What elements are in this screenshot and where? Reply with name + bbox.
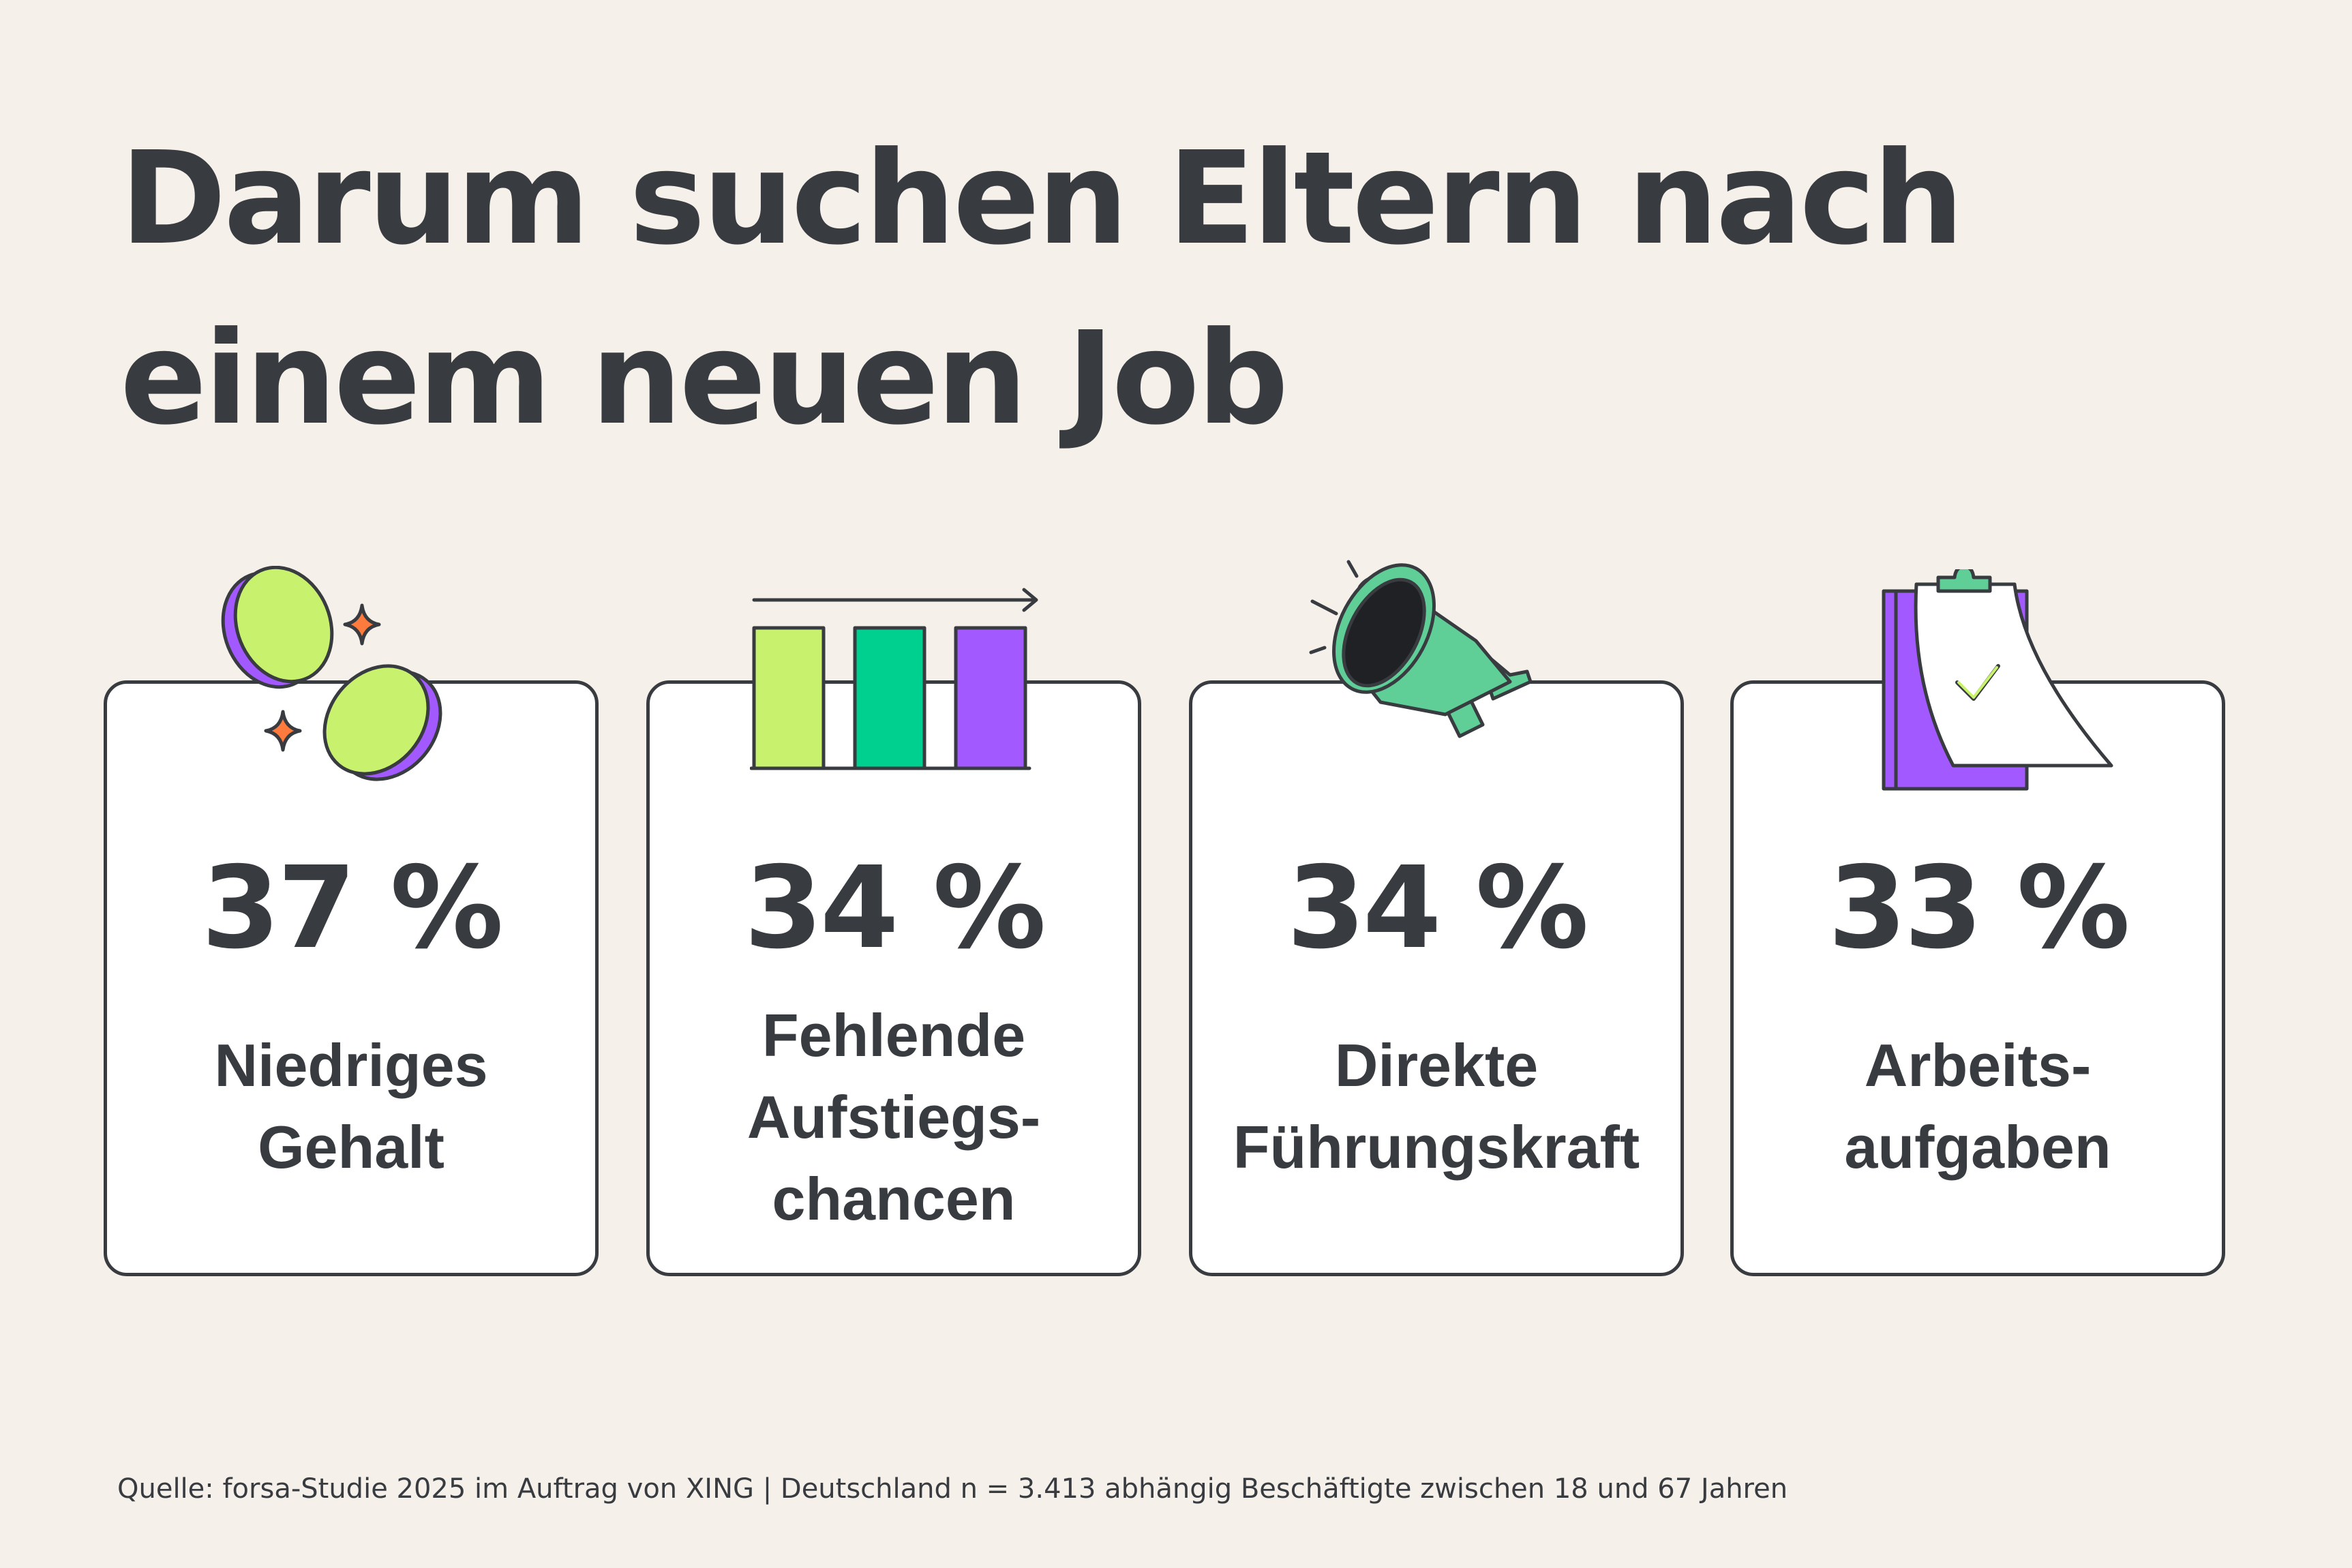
stat-label-line: Gehalt [258,1113,444,1181]
stat-label-line: Direkte [1334,1031,1539,1099]
title-line-2: einem neuen Job [120,304,1288,453]
bar-chart-icon [749,583,1043,774]
page-title: Darum suchen Eltern nach einem neuen Job [120,109,2097,469]
stat-label: Niedriges Gehalt [107,1025,595,1188]
stat-card-career: 34 % Fehlende Aufstiegs- chancen [646,680,1141,1276]
megaphone-icon [1306,559,1551,777]
title-line-1: Darum suchen Eltern nach [120,124,1964,273]
stat-value: 34 % [1286,843,1588,974]
stat-label-line: chancen [772,1165,1016,1233]
coins-icon [218,565,443,784]
stat-label-line: Niedriges [214,1031,488,1099]
source-note: Quelle: forsa-Studie 2025 im Auftrag von… [117,1473,1788,1505]
stat-value: 37 % [201,843,503,974]
stat-label: Fehlende Aufstiegs- chancen [650,995,1138,1240]
stat-label-line: Fehlende [762,1001,1026,1069]
stat-label: Direkte Führungskraft [1192,1025,1680,1188]
stat-label-line: aufgaben [1844,1113,2111,1181]
stat-value: 33 % [1828,843,2130,974]
stat-label-line: Aufstiegs- [747,1083,1041,1151]
stat-card-tasks: 33 % Arbeits- aufgaben [1730,680,2225,1276]
clipboard-check-icon [1878,564,2124,794]
stat-value: 34 % [744,843,1046,974]
stat-card-salary: 37 % Niedriges Gehalt [104,680,599,1276]
stat-label-line: Führungskraft [1233,1113,1640,1181]
stat-label-line: Arbeits- [1864,1031,2092,1099]
stat-card-manager: 34 % Direkte Führungskraft [1189,680,1684,1276]
stat-label: Arbeits- aufgaben [1734,1025,2222,1188]
